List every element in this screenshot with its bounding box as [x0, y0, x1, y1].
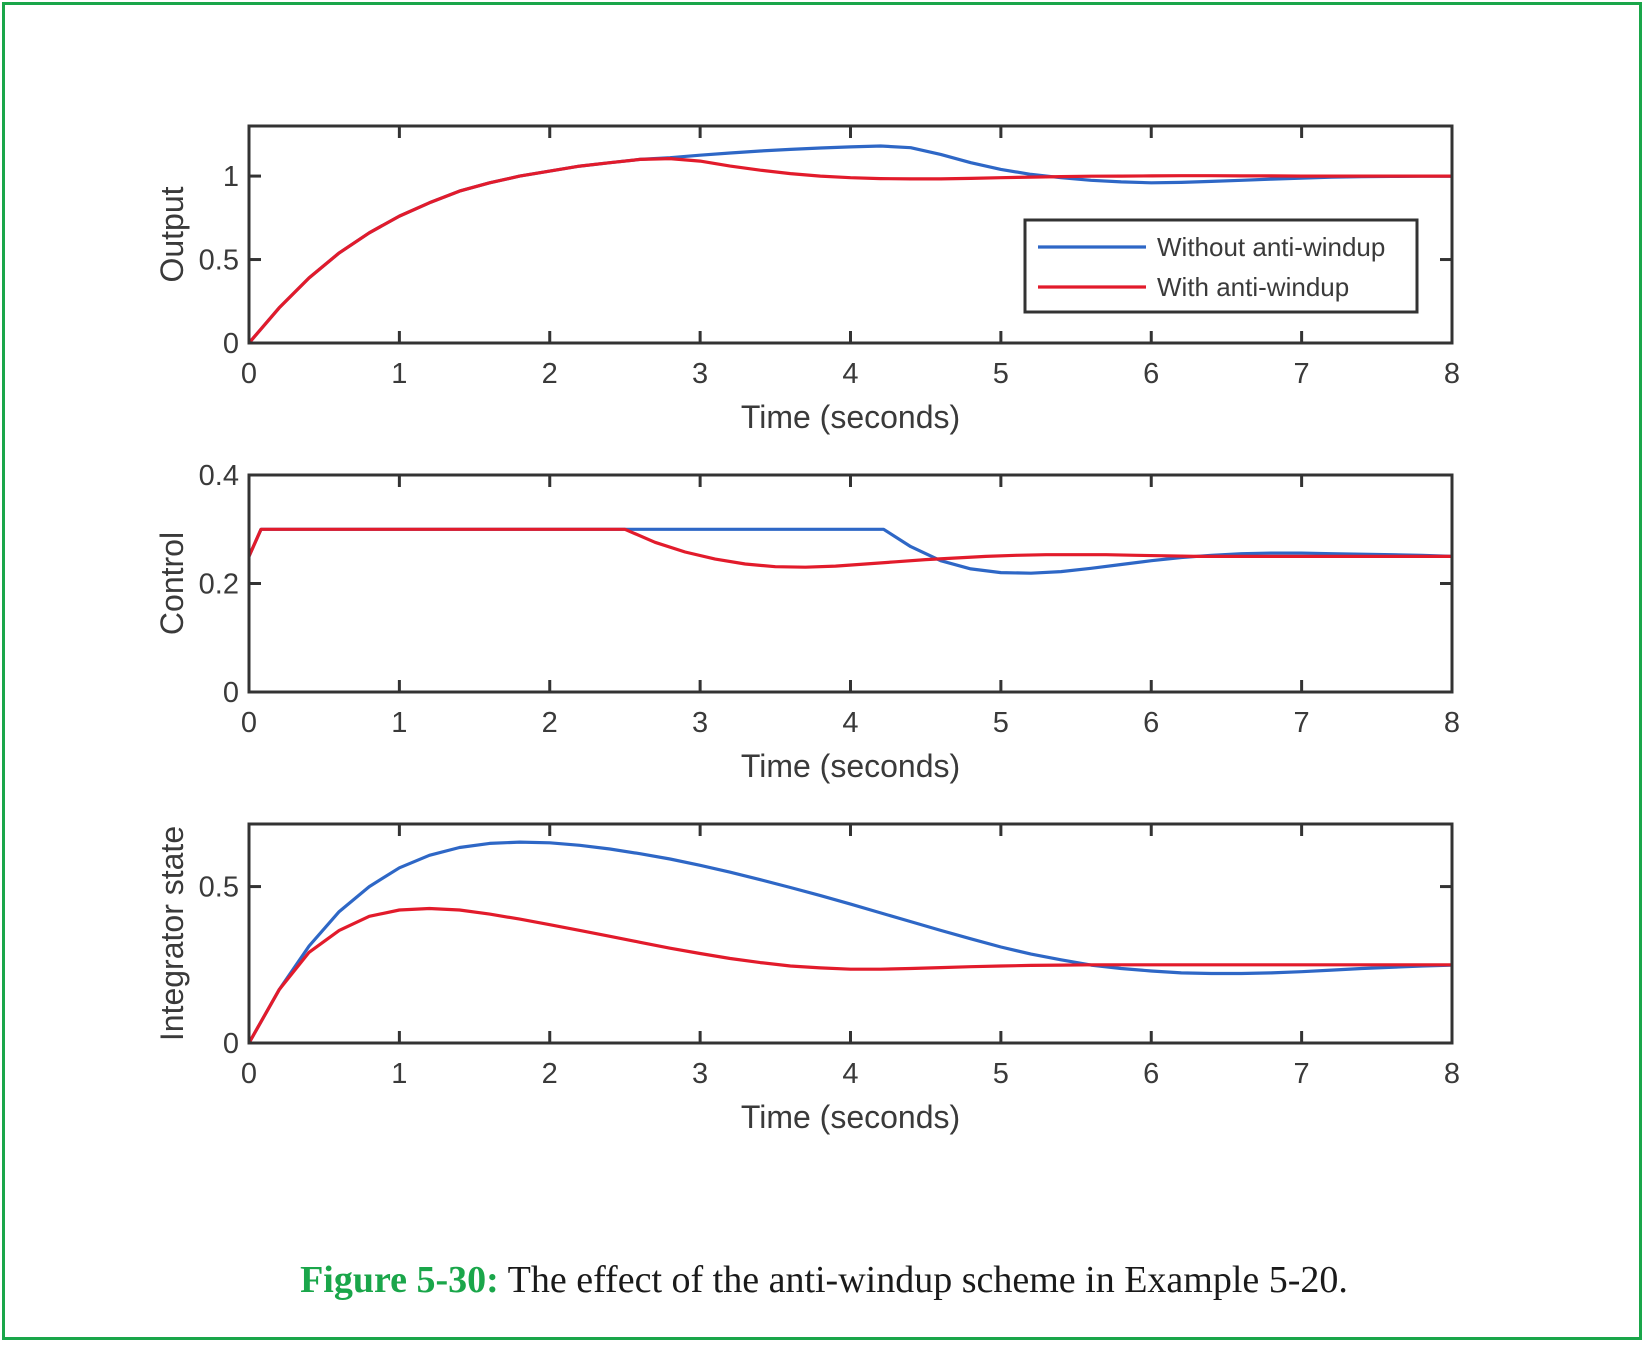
integrator-axes-box — [247, 822, 1454, 1045]
y-tick-label: 0.4 — [199, 460, 239, 492]
x-tick-label: 0 — [241, 358, 257, 390]
y-axis-label: Control — [154, 532, 190, 635]
x-tick-label: 2 — [542, 1058, 558, 1090]
control-plot-area — [249, 475, 1452, 692]
x-tick-label: 1 — [391, 707, 407, 739]
x-tick-label: 2 — [542, 707, 558, 739]
integrator-plot-area — [249, 824, 1452, 1043]
output-line-with-anti-windup — [247, 157, 1452, 345]
y-tick-label: 0.5 — [199, 872, 239, 904]
x-tick-label: 4 — [842, 1058, 858, 1090]
x-tick-label: 0 — [241, 707, 257, 739]
x-axis-label: Time (seconds) — [741, 1099, 960, 1135]
x-tick-label: 7 — [1294, 1058, 1310, 1090]
integrator-chart: 0 1 2 3 4 5 6 7 8 0 0.5 Time (seconds) Integrator st… — [154, 822, 1460, 1135]
x-tick-label: 1 — [391, 1058, 407, 1090]
output-chart: 0 1 2 3 4 5 6 7 8 0 0.5 1 Time (seconds) Output Withou… — [154, 124, 1460, 435]
x-tick-label: 4 — [842, 358, 858, 390]
legend: Without anti-windup With anti-windup — [1023, 218, 1419, 314]
x-tick-label: 4 — [842, 707, 858, 739]
legend-label-with-anti-windup: With anti-windup — [1157, 272, 1349, 302]
x-tick-label: 3 — [692, 358, 708, 390]
y-tick-label: 1 — [223, 161, 239, 193]
control-chart: 0 1 2 3 4 5 6 7 8 0 0.2 0.4 Time (seconds) Control — [154, 460, 1460, 784]
x-tick-label: 6 — [1143, 1058, 1159, 1090]
integrator-line-without-anti-windup — [247, 840, 1453, 1044]
x-tick-label: 8 — [1444, 707, 1460, 739]
control-line-with-anti-windup — [247, 527, 1452, 569]
caption-text: The effect of the anti-windup scheme in … — [498, 1259, 1348, 1301]
legend-label-without-anti-windup: Without anti-windup — [1157, 232, 1385, 262]
y-tick-label: 0.2 — [199, 569, 239, 601]
y-tick-label: 0 — [223, 328, 239, 360]
x-tick-label: 5 — [993, 358, 1009, 390]
figure-caption: Figure 5-30: The effect of the anti-wind… — [0, 1258, 1648, 1302]
x-tick-label: 7 — [1294, 358, 1310, 390]
x-tick-label: 2 — [542, 358, 558, 390]
x-tick-label: 0 — [241, 1058, 257, 1090]
y-axis-label: Output — [154, 186, 190, 282]
x-axis-label: Time (seconds) — [741, 748, 960, 784]
output-axes-box — [247, 124, 1454, 345]
x-tick-label: 3 — [692, 1058, 708, 1090]
x-tick-label: 5 — [993, 707, 1009, 739]
x-tick-label: 3 — [692, 707, 708, 739]
x-tick-label: 6 — [1143, 358, 1159, 390]
x-axis-label: Time (seconds) — [741, 399, 960, 435]
control-line-without-anti-windup — [247, 527, 1453, 575]
x-tick-label: 8 — [1444, 358, 1460, 390]
y-tick-label: 0 — [223, 677, 239, 709]
integrator-line-with-anti-windup — [247, 906, 1452, 1044]
y-tick-label: 0 — [223, 1028, 239, 1060]
x-tick-label: 6 — [1143, 707, 1159, 739]
legend-box — [1023, 218, 1419, 314]
x-tick-label: 5 — [993, 1058, 1009, 1090]
x-tick-label: 7 — [1294, 707, 1310, 739]
x-tick-label: 8 — [1444, 1058, 1460, 1090]
figure-label: Figure 5-30: — [300, 1259, 499, 1301]
x-tick-label: 1 — [391, 358, 407, 390]
control-axes-box — [247, 473, 1454, 694]
y-axis-label: Integrator state — [154, 826, 190, 1041]
y-tick-label: 0.5 — [199, 245, 239, 277]
